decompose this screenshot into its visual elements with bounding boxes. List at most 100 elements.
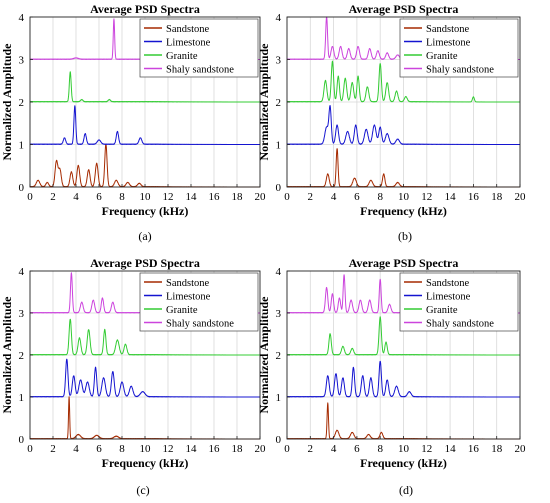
- series-line-granite: [29, 71, 261, 103]
- legend: Sandstone Limestone Granite Shaly sandstone: [399, 272, 519, 332]
- y-tick-label: 0: [276, 182, 282, 194]
- legend-entry: Granite: [166, 305, 198, 316]
- x-tick-label: 2: [308, 443, 314, 455]
- panel-caption: (c): [136, 483, 149, 497]
- x-tick-label: 16: [209, 443, 221, 455]
- x-tick-label: 18: [491, 443, 503, 455]
- x-tick-label: 12: [421, 443, 432, 455]
- y-tick-label: 3: [276, 55, 282, 67]
- y-tick-label: 1: [19, 140, 25, 152]
- series-line-granite: [29, 318, 261, 356]
- x-axis-label: Frequency (kHz): [102, 204, 189, 218]
- legend-entry: Granite: [426, 305, 458, 316]
- x-tick-label: 16: [468, 443, 480, 455]
- panel-caption: (a): [138, 229, 151, 243]
- y-tick-label: 0: [276, 434, 282, 446]
- y-axis-label: Normalized Amplitude: [0, 296, 14, 414]
- x-tick-label: 2: [308, 191, 314, 203]
- x-tick-label: 10: [398, 191, 410, 203]
- series-line-limestone: [29, 358, 261, 398]
- x-tick-label: 0: [284, 191, 290, 203]
- x-tick-label: 18: [232, 443, 244, 455]
- legend: Sandstone Limestone Granite Shaly sandstone: [399, 18, 519, 78]
- x-tick-label: 2: [50, 443, 56, 455]
- series-line-limestone: [29, 105, 261, 145]
- series-line-limestone: [286, 360, 521, 398]
- x-axis-label: Frequency (kHz): [360, 456, 447, 470]
- y-tick-label: 2: [19, 350, 25, 362]
- x-tick-label: 0: [284, 443, 290, 455]
- y-tick-label: 0: [19, 434, 25, 446]
- x-axis-label: Frequency (kHz): [360, 204, 447, 218]
- chart-title: Average PSD Spectra: [90, 256, 200, 270]
- x-tick-label: 4: [331, 191, 337, 203]
- x-tick-label: 12: [421, 191, 432, 203]
- y-tick-label: 2: [276, 350, 282, 362]
- x-tick-label: 10: [398, 443, 410, 455]
- x-tick-label: 4: [73, 443, 79, 455]
- x-tick-label: 0: [27, 191, 33, 203]
- legend-entry: Sandstone: [426, 24, 470, 35]
- legend-entry: Limestone: [426, 292, 471, 303]
- x-tick-label: 20: [515, 191, 527, 203]
- x-tick-label: 12: [163, 443, 174, 455]
- legend-entry: Shaly sandstone: [426, 319, 494, 330]
- y-tick-label: 4: [19, 266, 25, 278]
- x-tick-label: 6: [96, 443, 102, 455]
- x-tick-label: 20: [255, 191, 267, 203]
- series-line-limestone: [286, 105, 521, 145]
- x-tick-label: 20: [515, 443, 527, 455]
- legend-entry: Limestone: [166, 292, 211, 303]
- y-tick-label: 2: [19, 97, 25, 109]
- y-tick-label: 3: [19, 55, 25, 67]
- x-tick-label: 20: [255, 443, 267, 455]
- legend-entry: Granite: [166, 51, 198, 62]
- x-tick-label: 10: [140, 191, 152, 203]
- x-tick-label: 6: [354, 443, 360, 455]
- chart-title: Average PSD Spectra: [349, 256, 459, 270]
- y-tick-label: 4: [276, 266, 282, 278]
- y-axis-label: Normalized Amplitude: [0, 43, 14, 161]
- x-tick-label: 6: [96, 191, 102, 203]
- y-axis-label: Normalized Amplitude: [257, 296, 271, 414]
- legend-entry: Sandstone: [166, 24, 210, 35]
- x-tick-label: 0: [27, 443, 33, 455]
- x-tick-label: 16: [468, 191, 480, 203]
- x-tick-label: 14: [186, 443, 198, 455]
- x-tick-label: 6: [354, 191, 360, 203]
- x-tick-label: 8: [377, 443, 383, 455]
- x-tick-label: 18: [491, 191, 503, 203]
- x-tick-label: 4: [331, 443, 337, 455]
- legend-entry: Granite: [426, 51, 458, 62]
- y-tick-label: 1: [276, 140, 282, 152]
- legend-entry: Limestone: [426, 38, 471, 49]
- y-tick-label: 0: [19, 182, 25, 194]
- legend-entry: Shaly sandstone: [166, 319, 234, 330]
- x-tick-label: 8: [119, 191, 125, 203]
- x-tick-label: 18: [232, 191, 244, 203]
- series-line-granite: [286, 60, 521, 103]
- y-tick-label: 3: [276, 308, 282, 320]
- x-tick-label: 8: [119, 443, 125, 455]
- x-tick-label: 16: [209, 191, 221, 203]
- x-tick-label: 14: [445, 443, 457, 455]
- y-tick-label: 4: [276, 12, 282, 24]
- legend-entry: Shaly sandstone: [166, 65, 234, 76]
- y-axis-label: Normalized Amplitude: [257, 43, 271, 161]
- legend-entry: Shaly sandstone: [426, 65, 494, 76]
- chart-title: Average PSD Spectra: [90, 2, 200, 16]
- panel-caption: (d): [399, 483, 413, 497]
- legend: Sandstone Limestone Granite Shaly sandstone: [139, 18, 259, 78]
- legend-entry: Sandstone: [426, 278, 470, 289]
- y-tick-label: 1: [19, 392, 25, 404]
- x-tick-label: 14: [445, 191, 457, 203]
- legend-entry: Limestone: [166, 38, 211, 49]
- x-tick-label: 2: [50, 191, 56, 203]
- x-tick-label: 14: [186, 191, 198, 203]
- x-axis-label: Frequency (kHz): [102, 456, 189, 470]
- y-tick-label: 2: [276, 97, 282, 109]
